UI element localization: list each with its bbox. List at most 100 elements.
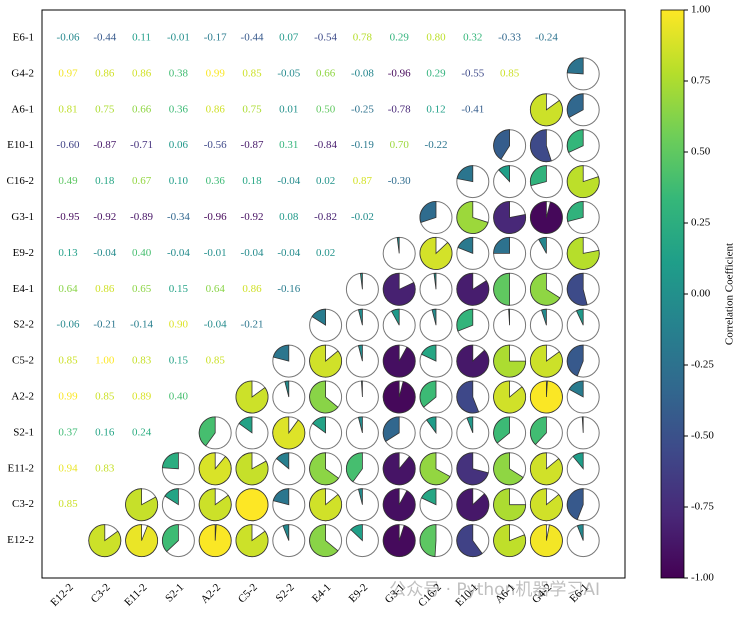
correlation-label: -0.21 xyxy=(241,319,264,331)
correlation-label: -0.78 xyxy=(388,103,411,115)
pie-wedge xyxy=(198,524,232,557)
pie-wedge xyxy=(566,236,600,270)
pie-wedge xyxy=(566,344,584,377)
pie-wedge xyxy=(566,93,584,119)
y-tick-label: S2-2 xyxy=(13,319,34,331)
correlation-label: 0.86 xyxy=(95,67,115,79)
correlation-label: -0.04 xyxy=(277,247,300,259)
correlation-label: -0.71 xyxy=(130,139,153,151)
colorbar-tick-label: -0.25 xyxy=(691,359,714,371)
correlation-label: 0.83 xyxy=(95,462,115,474)
correlation-label: -0.05 xyxy=(277,67,300,79)
pie-wedge xyxy=(198,416,216,447)
pie-wedge xyxy=(426,416,437,435)
correlation-label: 0.02 xyxy=(316,175,335,187)
pie-wedge xyxy=(566,129,584,154)
pie-wedge xyxy=(530,201,563,234)
correlation-label: 0.85 xyxy=(58,355,78,367)
pie-wedge xyxy=(360,380,363,398)
colorbar-tick-label: -0.75 xyxy=(691,501,714,513)
pie-wedge xyxy=(312,416,326,434)
correlation-label: 0.86 xyxy=(95,283,115,295)
correlation-label: 0.18 xyxy=(95,175,115,187)
correlation-label: -0.21 xyxy=(93,319,116,331)
pie-wedge xyxy=(311,308,326,326)
correlation-label: 0.13 xyxy=(58,247,78,259)
pie-wedge xyxy=(493,129,510,160)
correlation-label: 0.24 xyxy=(132,426,152,438)
pie-wedge xyxy=(566,165,600,198)
pie-wedge xyxy=(272,416,306,450)
correlation-label: -0.60 xyxy=(57,139,80,151)
correlation-label: 0.02 xyxy=(316,247,335,259)
pie-wedge xyxy=(456,524,483,557)
correlation-label: 0.89 xyxy=(132,391,152,403)
pie-wedge xyxy=(396,236,400,254)
y-tick-label: E12-2 xyxy=(7,534,34,546)
correlation-label: 0.15 xyxy=(169,355,189,367)
colorbar-tick-label: -0.50 xyxy=(691,430,714,442)
pie-wedge xyxy=(493,201,526,234)
pie-wedge xyxy=(382,344,416,378)
correlation-label: -0.04 xyxy=(167,247,190,259)
pie-wedge xyxy=(530,380,563,414)
correlation-label: 0.85 xyxy=(58,498,78,510)
pie-wedge xyxy=(530,165,547,187)
correlation-label: 0.37 xyxy=(58,426,78,438)
y-tick-label: G4-2 xyxy=(11,67,34,79)
pie-wedge xyxy=(466,416,474,434)
correlation-label: 0.86 xyxy=(242,283,262,295)
correlation-label: -0.92 xyxy=(241,211,264,223)
pie-wedge xyxy=(420,488,437,506)
pie-wedge xyxy=(357,488,363,505)
pie-wedge xyxy=(456,308,474,332)
correlation-label: 0.85 xyxy=(95,391,115,403)
x-tick-label: E9-2 xyxy=(347,581,371,605)
correlation-label: -0.89 xyxy=(130,211,153,223)
pie-wedge xyxy=(346,452,363,483)
x-tick-label: S2-1 xyxy=(163,581,186,604)
correlation-label: 0.06 xyxy=(169,139,189,151)
correlation-label: 0.38 xyxy=(169,67,189,79)
correlation-label: -0.82 xyxy=(314,211,337,223)
pie-wedge xyxy=(164,488,179,506)
pie-wedge xyxy=(162,524,179,553)
pie-wedge xyxy=(493,416,510,444)
pie-wedge xyxy=(419,236,453,270)
pie-wedge xyxy=(382,452,416,486)
pie-wedge xyxy=(493,344,527,378)
x-tick-label: S2-2 xyxy=(274,581,297,604)
correlation-label: -0.04 xyxy=(241,247,264,259)
correlation-label: 0.12 xyxy=(426,103,445,115)
correlation-label: 0.15 xyxy=(169,283,189,295)
correlation-label: -0.96 xyxy=(388,67,411,79)
pie-wedge xyxy=(235,452,269,486)
correlation-label: -0.34 xyxy=(167,211,190,223)
pie-wedge xyxy=(275,452,290,470)
pie-wedge xyxy=(382,380,416,414)
correlation-label: 0.18 xyxy=(242,175,262,187)
correlation-label: 0.01 xyxy=(279,103,298,115)
pie-wedge xyxy=(566,201,584,222)
correlation-label: 0.11 xyxy=(132,32,151,44)
pie-wedge xyxy=(530,129,552,163)
correlation-label: -0.24 xyxy=(535,32,558,44)
y-tick-label: A6-1 xyxy=(11,103,34,115)
plot-frame xyxy=(41,9,626,579)
correlation-label: -0.56 xyxy=(204,139,227,151)
pie-wedge xyxy=(456,488,490,522)
colorbar xyxy=(660,9,685,579)
correlation-label: -0.06 xyxy=(57,319,80,331)
correlation-label: 0.94 xyxy=(58,462,78,474)
correlation-label: 0.90 xyxy=(169,319,189,331)
pie-wedge xyxy=(530,416,547,446)
pie-wedge xyxy=(357,308,363,326)
pie-wedge xyxy=(493,236,510,254)
pie-wedge xyxy=(530,272,561,306)
correlation-label: -0.01 xyxy=(204,247,227,259)
pie-wedge xyxy=(456,165,474,183)
x-tick-label: C3-2 xyxy=(89,581,113,605)
pie-wedge xyxy=(235,380,269,414)
correlation-label: 1.00 xyxy=(95,355,115,367)
correlation-label: -0.04 xyxy=(204,319,227,331)
